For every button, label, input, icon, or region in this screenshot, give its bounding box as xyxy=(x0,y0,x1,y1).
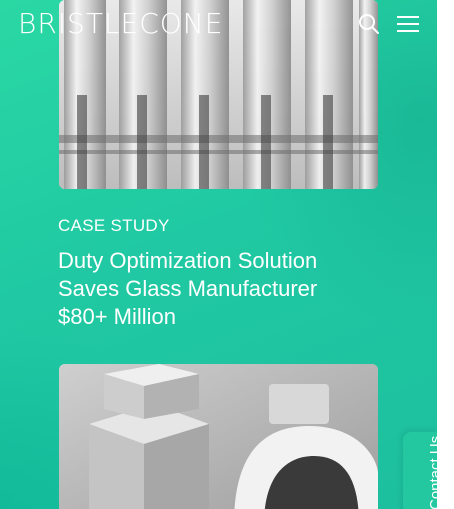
case-study-title-link[interactable]: Duty Optimization Solution Saves Glass M… xyxy=(58,248,318,329)
contact-us-label: Contact Us xyxy=(427,435,437,509)
search-icon[interactable] xyxy=(358,13,380,35)
case-study-image-glass-vials[interactable] xyxy=(59,0,378,189)
boxes-robot-illustration xyxy=(59,364,378,509)
right-page-margin xyxy=(437,0,454,509)
page-background: BRISTLECONE CASE STUDY Duty Optimization… xyxy=(0,0,437,509)
hamburger-menu-icon[interactable] xyxy=(397,15,419,33)
case-study-image-boxes-robot[interactable] xyxy=(59,364,378,509)
case-study-label: CASE STUDY xyxy=(58,216,170,235)
contact-us-tab[interactable]: Contact Us xyxy=(403,432,437,509)
glass-vials-illustration xyxy=(59,0,378,189)
bristlecone-logo[interactable]: BRISTLECONE xyxy=(18,7,224,40)
